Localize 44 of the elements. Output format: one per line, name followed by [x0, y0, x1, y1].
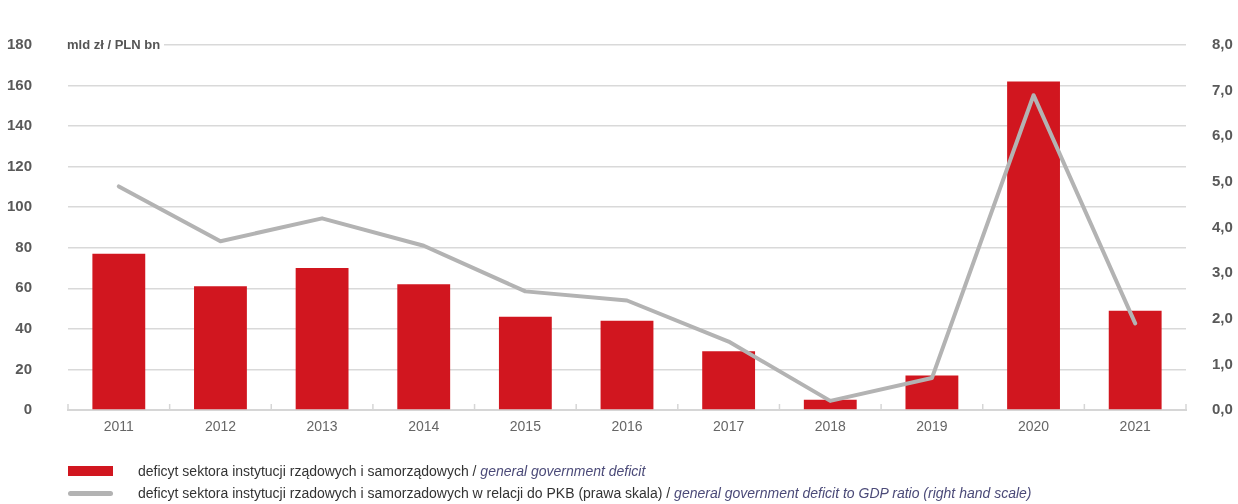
- y2-tick-label: 6,0: [1212, 126, 1233, 144]
- bar: [905, 375, 959, 410]
- y-tick-label: 20: [15, 359, 32, 377]
- x-tick-label: 2016: [611, 418, 643, 435]
- y-tick-label: 100: [6, 197, 32, 215]
- x-tick-label: 2017: [713, 418, 745, 435]
- bar: [803, 399, 857, 410]
- y2-tick-label: 4,0: [1212, 217, 1233, 235]
- bar: [1108, 310, 1162, 410]
- bar: [702, 351, 756, 410]
- x-tick-label: 2015: [509, 418, 542, 435]
- y2-tick-label: 7,0: [1212, 80, 1233, 98]
- y2-tick-label: 5,0: [1212, 172, 1233, 190]
- y2-tick-label: 0,0: [1212, 400, 1233, 418]
- bar: [498, 316, 552, 410]
- y-tick-label: 80: [15, 237, 32, 255]
- y2-tick-label: 8,0: [1212, 35, 1233, 53]
- y-axis-title: mld zł / PLN bn: [67, 37, 165, 53]
- x-tick-label: 2019: [916, 418, 948, 435]
- bar: [92, 253, 146, 410]
- bar: [1007, 81, 1060, 410]
- x-tick-label: 2012: [204, 418, 237, 435]
- bar: [295, 268, 349, 410]
- y-tick-label: 0: [23, 400, 32, 418]
- y-tick-label: 40: [15, 319, 32, 337]
- x-tick-label: 2011: [103, 418, 135, 435]
- y-tick-label: 140: [6, 116, 32, 134]
- x-tick-label: 2013: [306, 418, 338, 435]
- x-tick-label: 2020: [1017, 418, 1050, 435]
- bar: [194, 286, 247, 410]
- y2-tick-label: 2,0: [1212, 308, 1233, 326]
- bar: [397, 284, 451, 410]
- y-tick-label: 160: [6, 75, 32, 93]
- y-tick-label: 60: [15, 278, 32, 296]
- x-tick-label: 2014: [408, 418, 440, 435]
- y-tick-label: 120: [6, 156, 32, 174]
- x-tick-label: 2018: [814, 418, 847, 435]
- y2-tick-label: 1,0: [1212, 354, 1233, 372]
- y-tick-label: 180: [6, 35, 32, 53]
- x-tick-label: 2021: [1119, 418, 1151, 435]
- y2-tick-label: 3,0: [1212, 263, 1233, 281]
- legend-label: deficyt sektora instytucji rządowych i samorządowych / general government deficit: [138, 463, 646, 479]
- bar: [600, 320, 654, 410]
- legend-label: deficyt sektora instytucji rzadowych i samorzadowych w relacji do PKB (prawa skala) / general government deficit to GDP ratio (right hand scale): [138, 485, 1032, 501]
